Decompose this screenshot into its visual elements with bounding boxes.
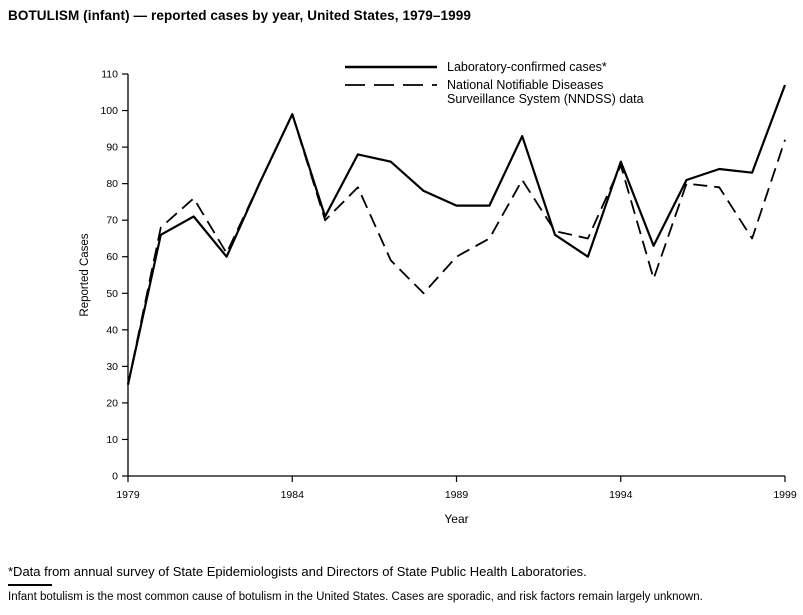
- dashed-line-sample: [345, 84, 437, 86]
- chart-area: 0 10 20 30 40 50 60 70 80 90 100 110 1979 1984 1989 199…: [0, 36, 803, 536]
- y-tick-label: 80: [106, 178, 118, 190]
- footnote-divider: [8, 584, 52, 586]
- legend-label-nndss: National Notifiable Diseases Surveillanc…: [447, 78, 644, 106]
- x-tick-label: 1994: [609, 489, 633, 501]
- footnote-asterisk: *Data from annual survey of State Epidem…: [8, 564, 587, 579]
- x-tick-label: 1979: [116, 489, 140, 501]
- x-tick-label: 1989: [445, 489, 469, 501]
- line-chart: 0 10 20 30 40 50 60 70 80 90 100 110 1979 1984 1989 199…: [79, 69, 797, 527]
- legend-row-nndss: National Notifiable Diseases Surveillanc…: [345, 78, 644, 106]
- y-tick-label: 70: [106, 215, 118, 227]
- x-axis-label: Year: [444, 512, 468, 526]
- y-tick-label: 10: [106, 434, 118, 446]
- x-tick-label: 1984: [281, 489, 305, 501]
- legend-label-lab: Laboratory-confirmed cases*: [447, 60, 607, 74]
- y-tick-label: 110: [101, 69, 118, 81]
- legend-row-lab: Laboratory-confirmed cases*: [345, 60, 644, 74]
- x-tick-label: 1999: [773, 489, 797, 501]
- series-line-lab: [126, 84, 787, 385]
- solid-line-sample: [345, 65, 437, 69]
- y-tick-label: 30: [106, 361, 118, 373]
- legend-label-nndss-line2: Surveillance System (NNDSS) data: [447, 92, 644, 106]
- footnote-note: Infant botulism is the most common cause…: [8, 591, 703, 603]
- y-tick-label: 100: [100, 105, 118, 117]
- y-tick-label: 90: [106, 142, 118, 154]
- y-axis-label: Reported Cases: [79, 233, 91, 316]
- figure-title: BOTULISM (infant) — reported cases by ye…: [8, 8, 471, 23]
- y-tick-label: 40: [106, 324, 118, 336]
- y-tick-label: 20: [106, 397, 118, 409]
- y-tick-label: 0: [112, 471, 118, 483]
- y-tick-label: 50: [106, 288, 118, 300]
- legend-label-nndss-line1: National Notifiable Diseases: [447, 78, 604, 92]
- series-line-nndss: [127, 113, 786, 385]
- y-tick-label: 60: [106, 251, 118, 263]
- legend: Laboratory-confirmed cases* National Not…: [345, 60, 644, 110]
